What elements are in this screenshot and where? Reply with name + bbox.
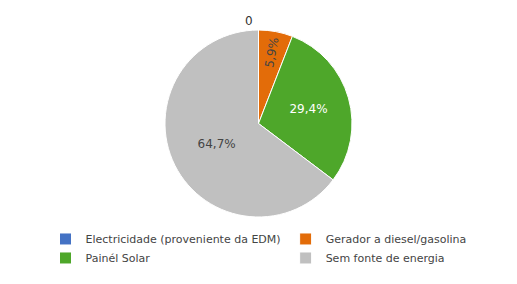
svg-text:Painél Solar: Painél Solar [86, 252, 151, 265]
svg-text:5,9%: 5,9% [262, 36, 281, 69]
svg-text:29,4%: 29,4% [289, 102, 327, 116]
svg-text:64,7%: 64,7% [198, 137, 236, 151]
svg-text:Electricidade (proveniente da: Electricidade (proveniente da EDM) [86, 233, 281, 246]
svg-text:Gerador a diesel/gasolina: Gerador a diesel/gasolina [326, 233, 467, 246]
svg-text:Sem fonte de energia: Sem fonte de energia [326, 252, 445, 265]
svg-text:0: 0 [245, 14, 253, 28]
